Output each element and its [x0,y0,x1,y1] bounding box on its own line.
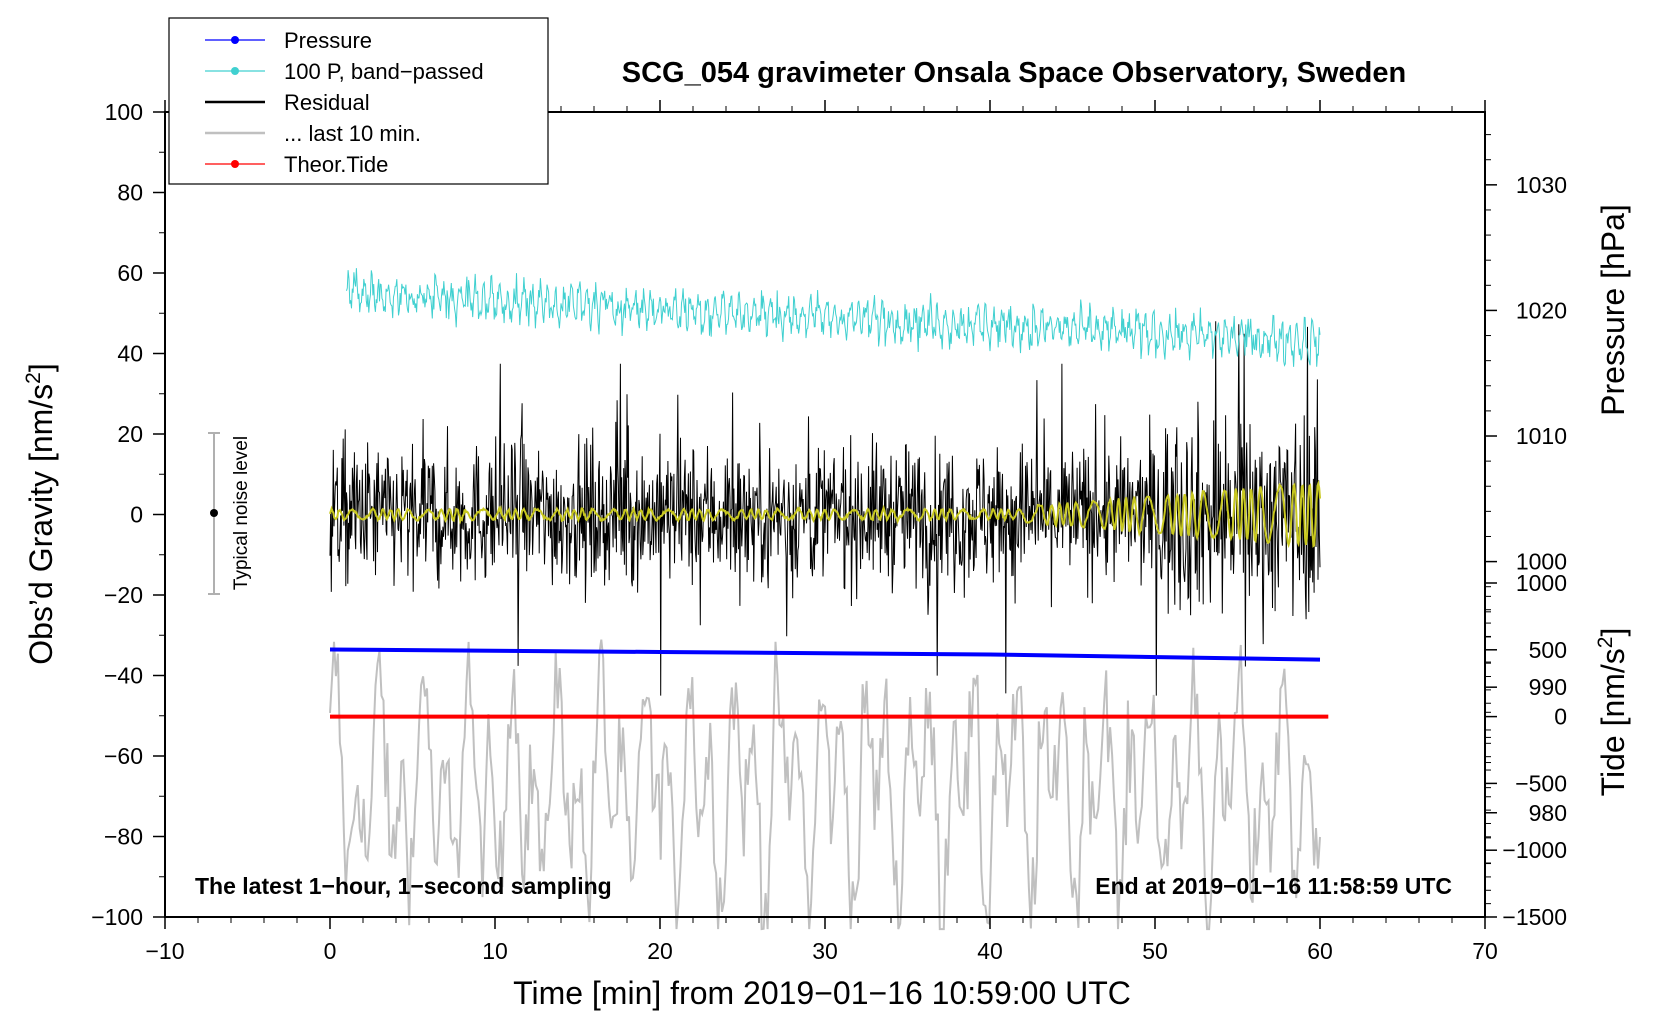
tide-tick-label: −1000 [1502,837,1567,863]
legend-label: Residual [284,90,370,115]
y-tick-label: 0 [130,502,143,528]
y-axis-right-tide: −1500 −1000 −500 0 500 1000 [1485,570,1567,930]
legend-marker [231,67,239,75]
y-tick-label: −80 [104,824,143,850]
annotation-sampling: The latest 1−hour, 1−second sampling [195,873,612,899]
series-residual-smoothed [329,479,1321,549]
tide-tick-label: 1000 [1516,570,1567,596]
y-tick-label: −20 [104,582,143,608]
chart-title: SCG_054 gravimeter Onsala Space Observat… [622,57,1406,89]
y-tick-label: −100 [91,904,143,930]
annotation-end-time: End at 2019−01−16 11:58:59 UTC [1095,873,1452,899]
x-tick-label: 60 [1307,938,1333,964]
tide-tick-label: −1500 [1502,904,1567,930]
tide-tick-label: 0 [1554,704,1567,730]
y-tick-label: 60 [117,260,143,286]
series-last-10-min [329,639,1321,931]
x-tick-label: 10 [482,938,508,964]
y-tick-label: −60 [104,743,143,769]
pressure-tick-label: 1020 [1516,297,1567,323]
legend-label: Theor.Tide [284,152,388,177]
y-axis-left: −100 −80 −60 −40 −20 0 20 40 60 80 100 [91,99,165,930]
pressure-tick-label: 980 [1529,800,1567,826]
x-tick-label: −10 [145,938,184,964]
legend-marker [231,36,239,44]
series-residual [329,321,1321,696]
legend-label: 100 P, band−passed [284,59,484,84]
tide-tick-label: 500 [1529,637,1567,663]
x-tick-label: 50 [1142,938,1168,964]
x-tick-label: 40 [977,938,1003,964]
tide-tick-label: −500 [1515,770,1567,796]
y-axis-right-pressure: 980 990 1000 1010 1020 1030 [1485,134,1567,864]
legend-marker [231,160,239,168]
y-tick-label: 20 [117,421,143,447]
x-tick-label: 30 [812,938,838,964]
x-tick-label: 20 [647,938,673,964]
y-tick-label: 80 [117,180,143,206]
legend-label: Pressure [284,28,372,53]
series-layer [329,268,1329,931]
y-axis-tide-title: Tide [nm/s2] [1594,628,1631,797]
pressure-tick-label: 1030 [1516,172,1567,198]
y-tick-label: −40 [104,663,143,689]
x-tick-label: 0 [324,938,337,964]
noise-level-indicator: Typical noise level [208,432,252,595]
legend-label: ... last 10 min. [284,121,421,146]
x-tick-label: 70 [1472,938,1498,964]
noise-center-dot [210,509,218,517]
y-tick-label: 40 [117,341,143,367]
y-axis-pressure-title: Pressure [hPa] [1595,204,1631,416]
pressure-tick-label: 990 [1529,674,1567,700]
series-pressure [329,647,1321,662]
series-band-passed-pressure [346,268,1321,367]
legend: Pressure 100 P, band−passed Residual ... la… [168,17,549,185]
pressure-tick-label: 1000 [1516,549,1567,575]
pressure-tick-label: 1010 [1516,423,1567,449]
x-axis-title: Time [min] from 2019−01−16 10:59:00 UTC [513,975,1131,1011]
noise-level-label: Typical noise level [231,436,252,590]
y-axis-left-title: Obs’d Gravity [nm/s2] [22,363,59,665]
y-tick-label: 100 [105,99,143,125]
